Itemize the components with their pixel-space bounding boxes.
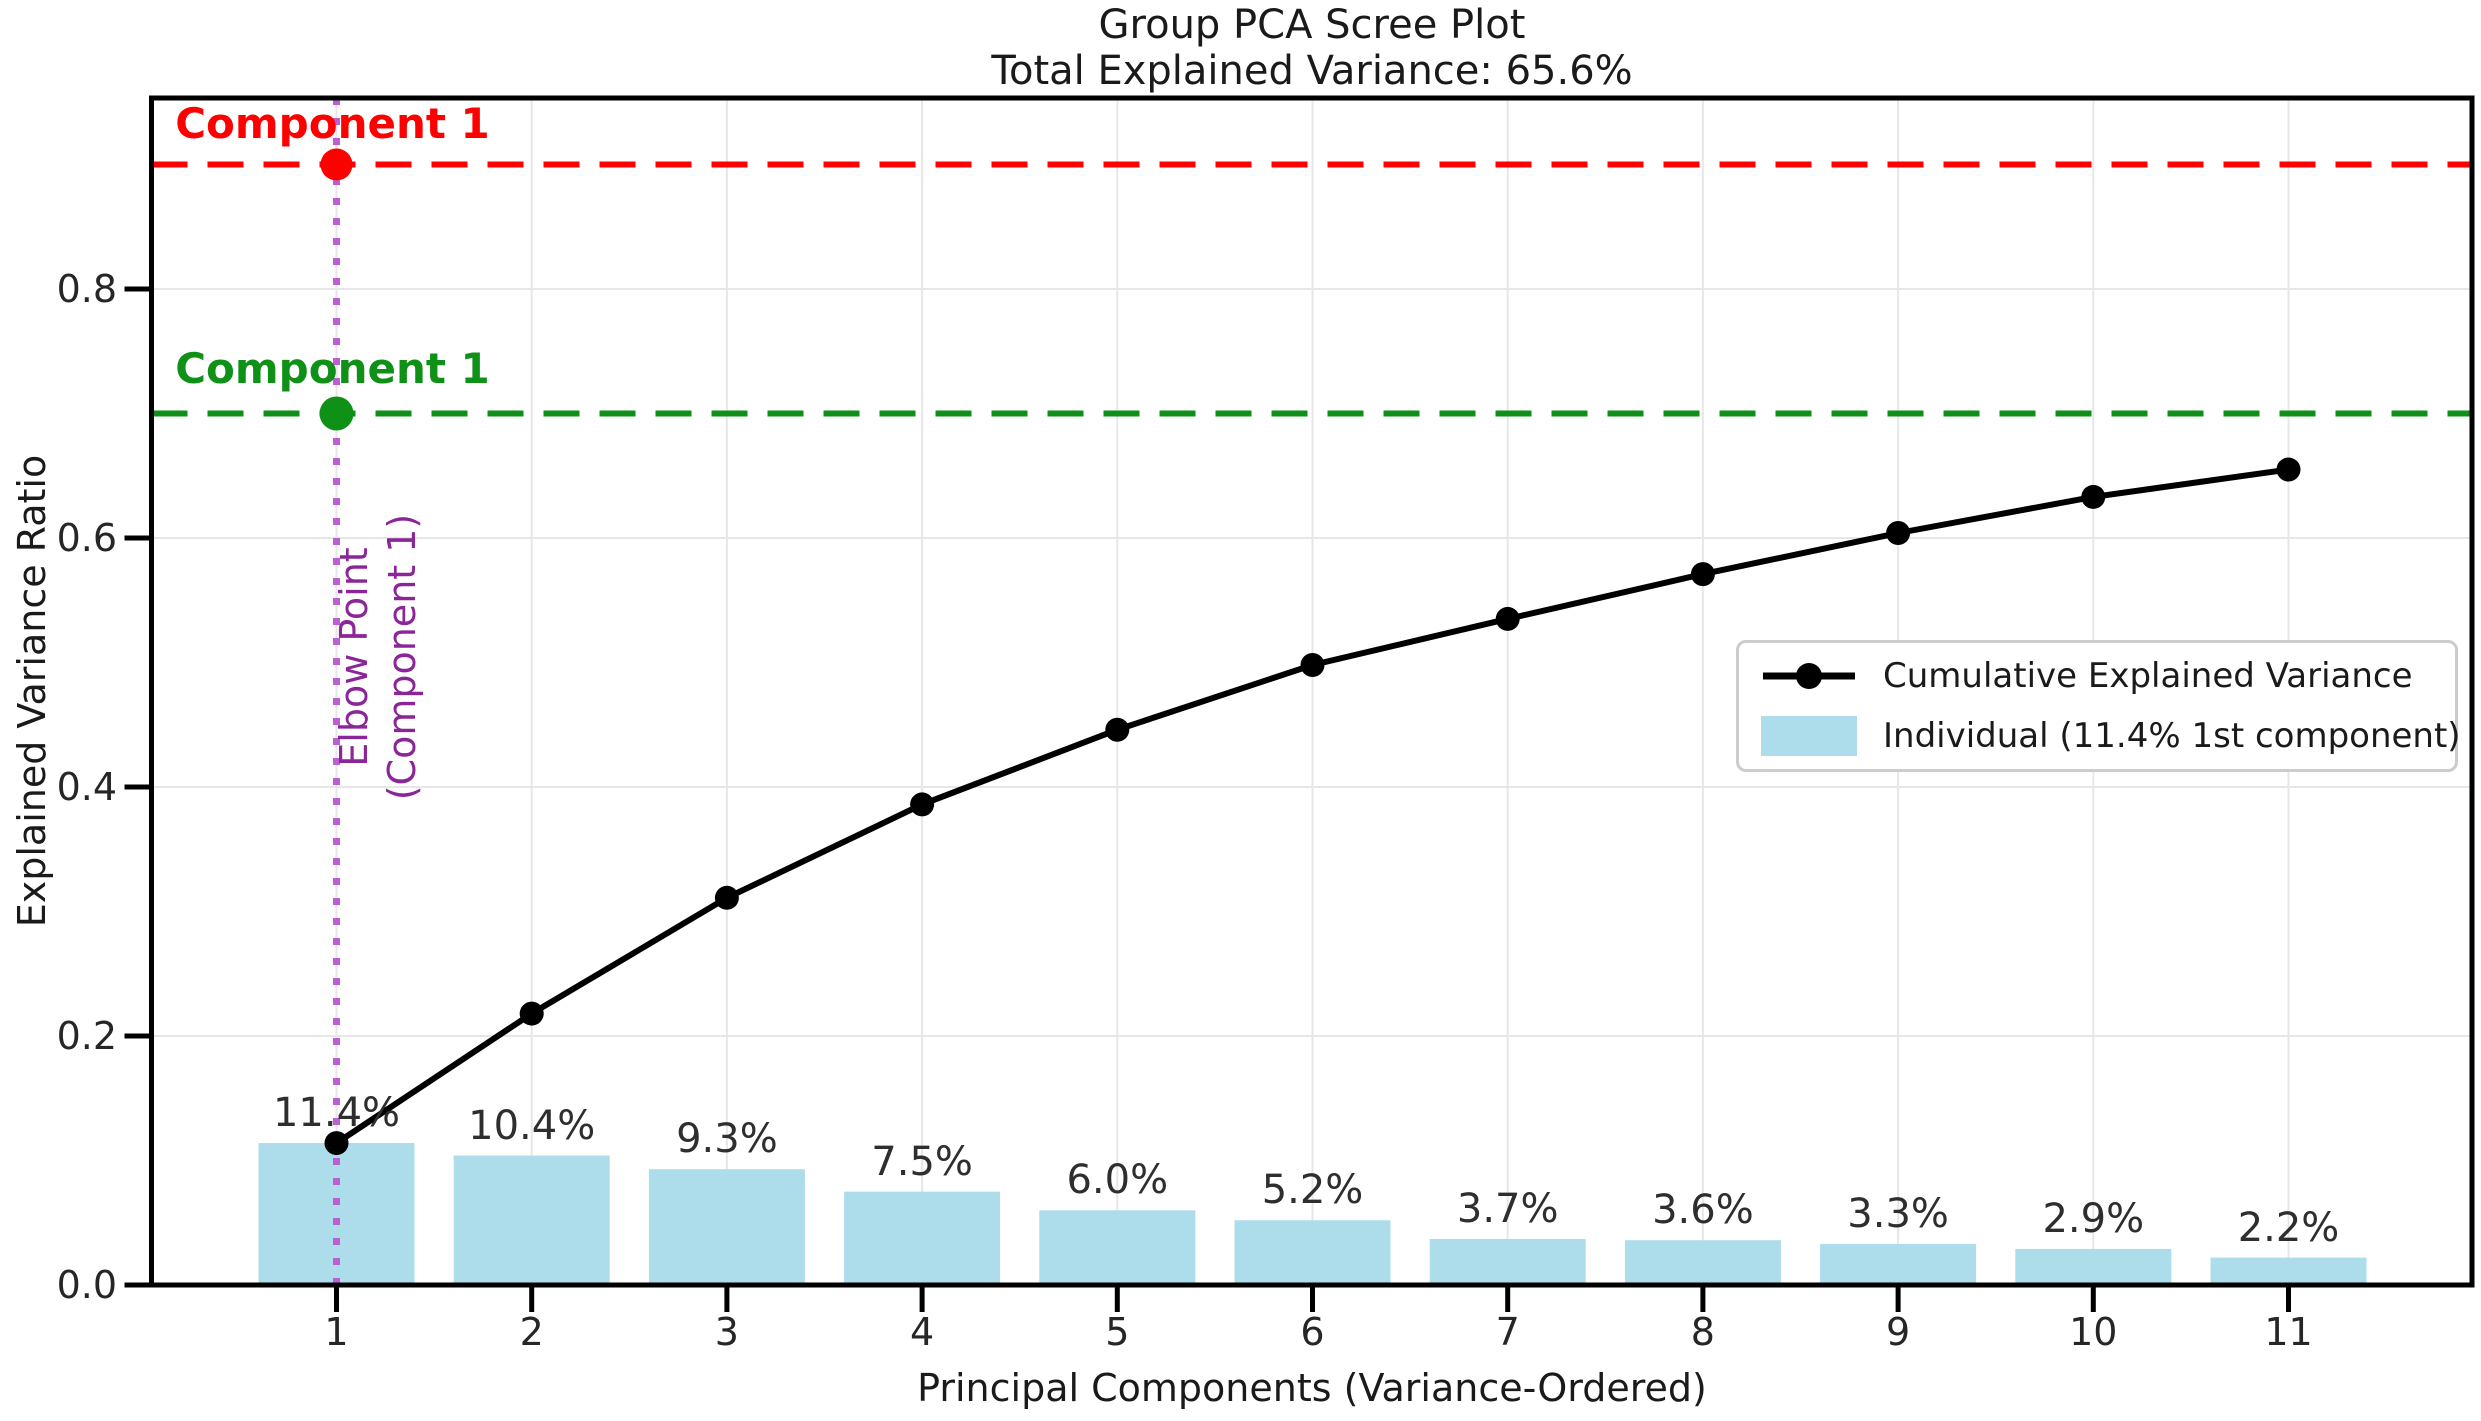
- cumulative-point-11: [2276, 457, 2301, 482]
- y-tick-label-0.0: 0.0: [56, 1263, 117, 1307]
- x-axis-label: Principal Components (Variance-Ordered): [917, 1366, 1707, 1410]
- x-tick-label-9: 9: [1886, 1310, 1911, 1354]
- legend-item-cumulative: Cumulative Explained Variance: [1761, 653, 2433, 699]
- threshold-90-label: Component 1: [175, 99, 490, 148]
- cumulative-point-4: [910, 792, 935, 817]
- bar-value-label-3: 9.3%: [676, 1116, 778, 1163]
- bar-component-8: [1624, 1240, 1781, 1285]
- bar-value-label-2: 10.4%: [468, 1102, 596, 1149]
- bar-value-label-8: 3.6%: [1652, 1187, 1754, 1234]
- cumulative-point-8: [1690, 562, 1715, 587]
- bar-component-6: [1234, 1220, 1391, 1285]
- elbow-annotation-line1: Elbow Point: [332, 547, 376, 767]
- bar-value-label-6: 5.2%: [1261, 1167, 1364, 1214]
- bar-component-7: [1429, 1238, 1586, 1285]
- bar-component-4: [844, 1191, 1001, 1285]
- bar-value-label-9: 3.3%: [1847, 1190, 1949, 1237]
- chart-title: Group PCA Scree Plot Total Explained Var…: [712, 2, 1912, 94]
- legend-label-individual: Individual (11.4% 1st component): [1883, 716, 2461, 756]
- elbow-annotation: Elbow Point (Component 1): [330, 447, 426, 867]
- cumulative-point-7: [1495, 606, 1520, 631]
- chart-title-line2: Total Explained Variance: 65.6%: [991, 48, 1633, 94]
- x-tick-label-8: 8: [1690, 1310, 1715, 1354]
- cumulative-point-1: [324, 1131, 349, 1156]
- cumulative-point-2: [519, 1001, 544, 1026]
- x-tick-label-4: 4: [910, 1310, 935, 1354]
- cumulative-point-10: [2081, 484, 2106, 509]
- bar-component-2: [453, 1155, 610, 1285]
- bar-component-5: [1039, 1210, 1196, 1285]
- bar-value-label-11: 2.2%: [2237, 1204, 2340, 1251]
- x-tick-label-3: 3: [714, 1310, 739, 1354]
- bar-value-label-5: 6.0%: [1066, 1157, 1169, 1204]
- bar-component-11: [2210, 1257, 2367, 1285]
- bar-component-9: [1820, 1243, 1977, 1285]
- bar-value-label-1: 11.4%: [272, 1090, 401, 1137]
- x-tick-label-2: 2: [519, 1310, 544, 1354]
- bar-value-label-7: 3.7%: [1456, 1185, 1559, 1232]
- cumulative-point-3: [714, 885, 739, 910]
- elbow-annotation-line2: (Component 1): [380, 513, 424, 801]
- line-dot-marker-icon: [1763, 663, 1855, 689]
- legend-label-cumulative: Cumulative Explained Variance: [1883, 656, 2413, 696]
- y-tick-label-0.6: 0.6: [56, 516, 117, 560]
- x-tick-label-7: 7: [1495, 1310, 1520, 1354]
- threshold-90-marker: [320, 148, 353, 181]
- cumulative-point-9: [1886, 521, 1911, 546]
- cumulative-point-5: [1105, 717, 1130, 742]
- x-tick-label-11: 11: [2264, 1310, 2313, 1354]
- y-tick-label-0.2: 0.2: [56, 1014, 117, 1058]
- bar-value-label-4: 7.5%: [871, 1138, 973, 1185]
- bar-component-10: [2015, 1248, 2172, 1285]
- bar-component-3: [648, 1169, 805, 1285]
- x-tick-label-6: 6: [1300, 1310, 1325, 1354]
- x-tick-label-5: 5: [1105, 1310, 1130, 1354]
- y-axis-label: Explained Variance Ratio: [10, 454, 54, 928]
- chart-title-line1: Group PCA Scree Plot: [1098, 2, 1526, 48]
- bar-value-label-10: 2.9%: [2042, 1195, 2145, 1242]
- x-tick-label-1: 1: [324, 1310, 349, 1354]
- threshold-70-marker: [319, 396, 354, 431]
- y-tick-label-0.8: 0.8: [56, 267, 117, 311]
- y-tick-label-0.4: 0.4: [56, 765, 117, 809]
- cumulative-point-6: [1300, 652, 1325, 677]
- bar-patch-icon: [1761, 716, 1857, 756]
- legend: Cumulative Explained Variance Individual…: [1736, 640, 2461, 772]
- threshold-70-label: Component 1: [175, 344, 490, 393]
- legend-item-individual: Individual (11.4% 1st component): [1761, 713, 2461, 759]
- x-tick-label-10: 10: [2069, 1310, 2118, 1354]
